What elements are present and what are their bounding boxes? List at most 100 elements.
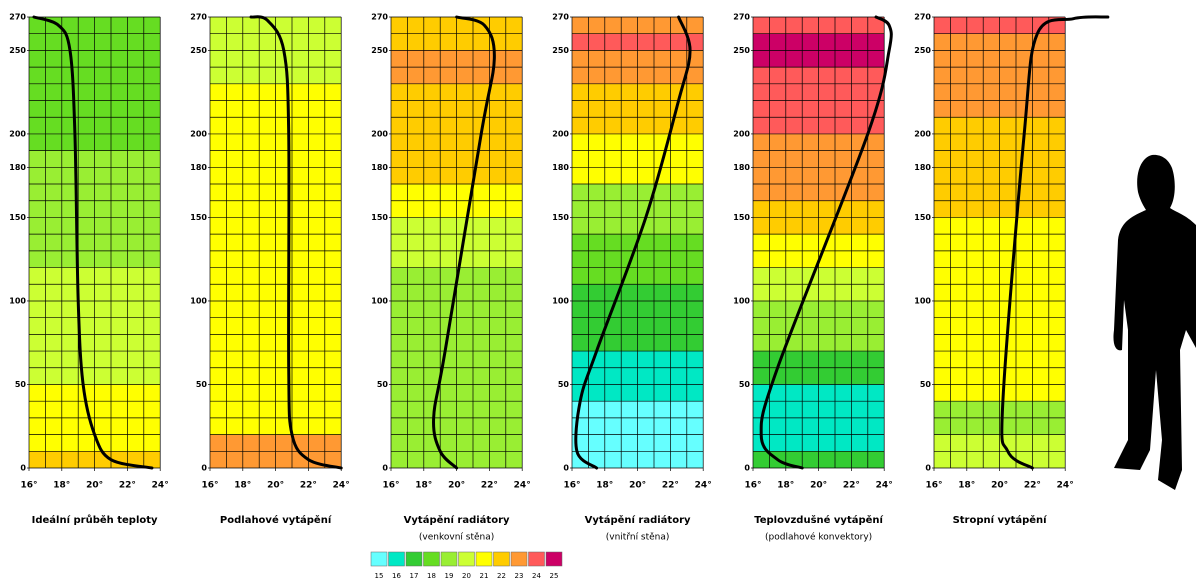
x-tick-label: 18° <box>958 481 975 491</box>
x-tick-label: 16° <box>20 481 37 491</box>
x-tick-label: 18° <box>234 481 251 491</box>
legend-label: 22 <box>497 572 506 580</box>
x-tick-label: 22° <box>843 481 860 491</box>
x-tick-label: 22° <box>300 481 317 491</box>
legend-swatch <box>528 551 545 567</box>
panel-title: Podlahové vytápění <box>220 514 332 526</box>
legend-swatch <box>370 551 388 567</box>
y-tick-label: 100 <box>552 296 569 305</box>
y-tick-label: 270 <box>190 13 207 22</box>
y-tick-label: 200 <box>190 129 207 138</box>
legend-swatch <box>458 551 475 567</box>
panel-subtitle: (podlahové konvektory) <box>765 532 872 543</box>
y-tick-label: 180 <box>552 163 569 172</box>
legend-swatch <box>423 551 440 567</box>
x-tick-label: 18° <box>415 481 432 491</box>
y-tick-label: 270 <box>9 13 26 22</box>
x-tick-label: 22° <box>662 481 679 491</box>
x-tick-label: 16° <box>925 481 942 491</box>
y-tick-label: 100 <box>9 296 26 305</box>
legend-swatch <box>405 551 423 567</box>
y-tick-label: 0 <box>20 464 26 473</box>
y-tick-label: 0 <box>201 464 207 473</box>
legend-swatch <box>493 551 510 567</box>
temperature-curve <box>759 15 893 470</box>
x-tick-label: 16° <box>201 481 218 491</box>
y-tick-label: 270 <box>733 13 750 22</box>
y-tick-label: 150 <box>552 213 569 222</box>
y-tick-label: 0 <box>925 464 931 473</box>
y-tick-label: 250 <box>552 46 569 55</box>
x-tick-label: 24° <box>876 481 893 491</box>
y-tick-label: 200 <box>733 129 750 138</box>
y-tick-label: 50 <box>920 380 932 389</box>
y-tick-label: 50 <box>377 380 389 389</box>
temperature-curve <box>32 15 154 470</box>
y-tick-label: 250 <box>190 46 207 55</box>
temperature-curve <box>574 15 692 470</box>
x-tick-label: 18° <box>777 481 794 491</box>
legend-swatch <box>440 551 458 567</box>
y-tick-label: 250 <box>914 46 931 55</box>
x-tick-label: 20° <box>267 481 284 491</box>
y-tick-label: 50 <box>558 380 570 389</box>
panel-title: Vytápění radiátory <box>585 514 691 526</box>
y-tick-label: 100 <box>190 296 207 305</box>
y-tick-label: 100 <box>733 296 750 305</box>
x-tick-label: 18° <box>596 481 613 491</box>
panel-title: Ideální průběh teploty <box>32 513 158 526</box>
panel-title: Teplovzdušné vytápění <box>754 514 883 526</box>
x-tick-label: 22° <box>119 481 136 491</box>
y-tick-label: 180 <box>371 163 388 172</box>
temperature-curve <box>249 15 343 470</box>
y-tick-label: 270 <box>914 13 931 22</box>
legend-swatch <box>388 551 405 567</box>
y-tick-label: 50 <box>739 380 751 389</box>
x-tick-label: 22° <box>481 481 498 491</box>
legend-swatch <box>475 551 493 567</box>
y-tick-label: 270 <box>552 13 569 22</box>
legend-label: 20 <box>462 572 471 580</box>
y-tick-label: 250 <box>371 46 388 55</box>
y-tick-label: 50 <box>196 380 208 389</box>
x-tick-label: 20° <box>991 481 1008 491</box>
y-tick-label: 0 <box>744 464 750 473</box>
x-tick-label: 24° <box>152 481 169 491</box>
x-tick-label: 24° <box>333 481 350 491</box>
y-tick-label: 150 <box>914 213 931 222</box>
panel-subtitle: (venkovní stěna) <box>419 533 494 543</box>
panel-title: Vytápění radiátory <box>404 514 510 526</box>
y-tick-label: 100 <box>371 296 388 305</box>
legend-label: 16 <box>392 572 401 580</box>
y-tick-label: 180 <box>733 163 750 172</box>
panel-title: Stropní vytápění <box>953 514 1048 526</box>
x-tick-label: 18° <box>53 481 70 491</box>
y-tick-label: 270 <box>371 13 388 22</box>
y-tick-label: 200 <box>914 129 931 138</box>
legend-label: 15 <box>375 572 384 580</box>
legend-label: 24 <box>532 572 541 580</box>
legend-label: 23 <box>515 572 524 580</box>
x-tick-label: 20° <box>86 481 103 491</box>
x-tick-label: 16° <box>563 481 580 491</box>
y-tick-label: 200 <box>9 129 26 138</box>
y-tick-label: 50 <box>15 380 27 389</box>
y-tick-label: 180 <box>9 163 26 172</box>
legend-label: 18 <box>427 572 436 580</box>
legend-label: 21 <box>480 572 489 580</box>
x-tick-label: 24° <box>695 481 712 491</box>
y-tick-label: 180 <box>914 163 931 172</box>
legend-label: 17 <box>410 572 419 580</box>
x-tick-label: 16° <box>744 481 761 491</box>
y-tick-label: 100 <box>914 296 931 305</box>
x-tick-label: 24° <box>1057 481 1074 491</box>
y-tick-label: 150 <box>371 213 388 222</box>
x-tick-label: 20° <box>810 481 827 491</box>
y-tick-label: 150 <box>733 213 750 222</box>
y-tick-label: 0 <box>563 464 569 473</box>
x-tick-label: 20° <box>629 481 646 491</box>
legend-swatch <box>510 551 528 567</box>
legend-label: 25 <box>550 572 559 580</box>
panel-subtitle: (vnitřní stěna) <box>606 533 670 543</box>
